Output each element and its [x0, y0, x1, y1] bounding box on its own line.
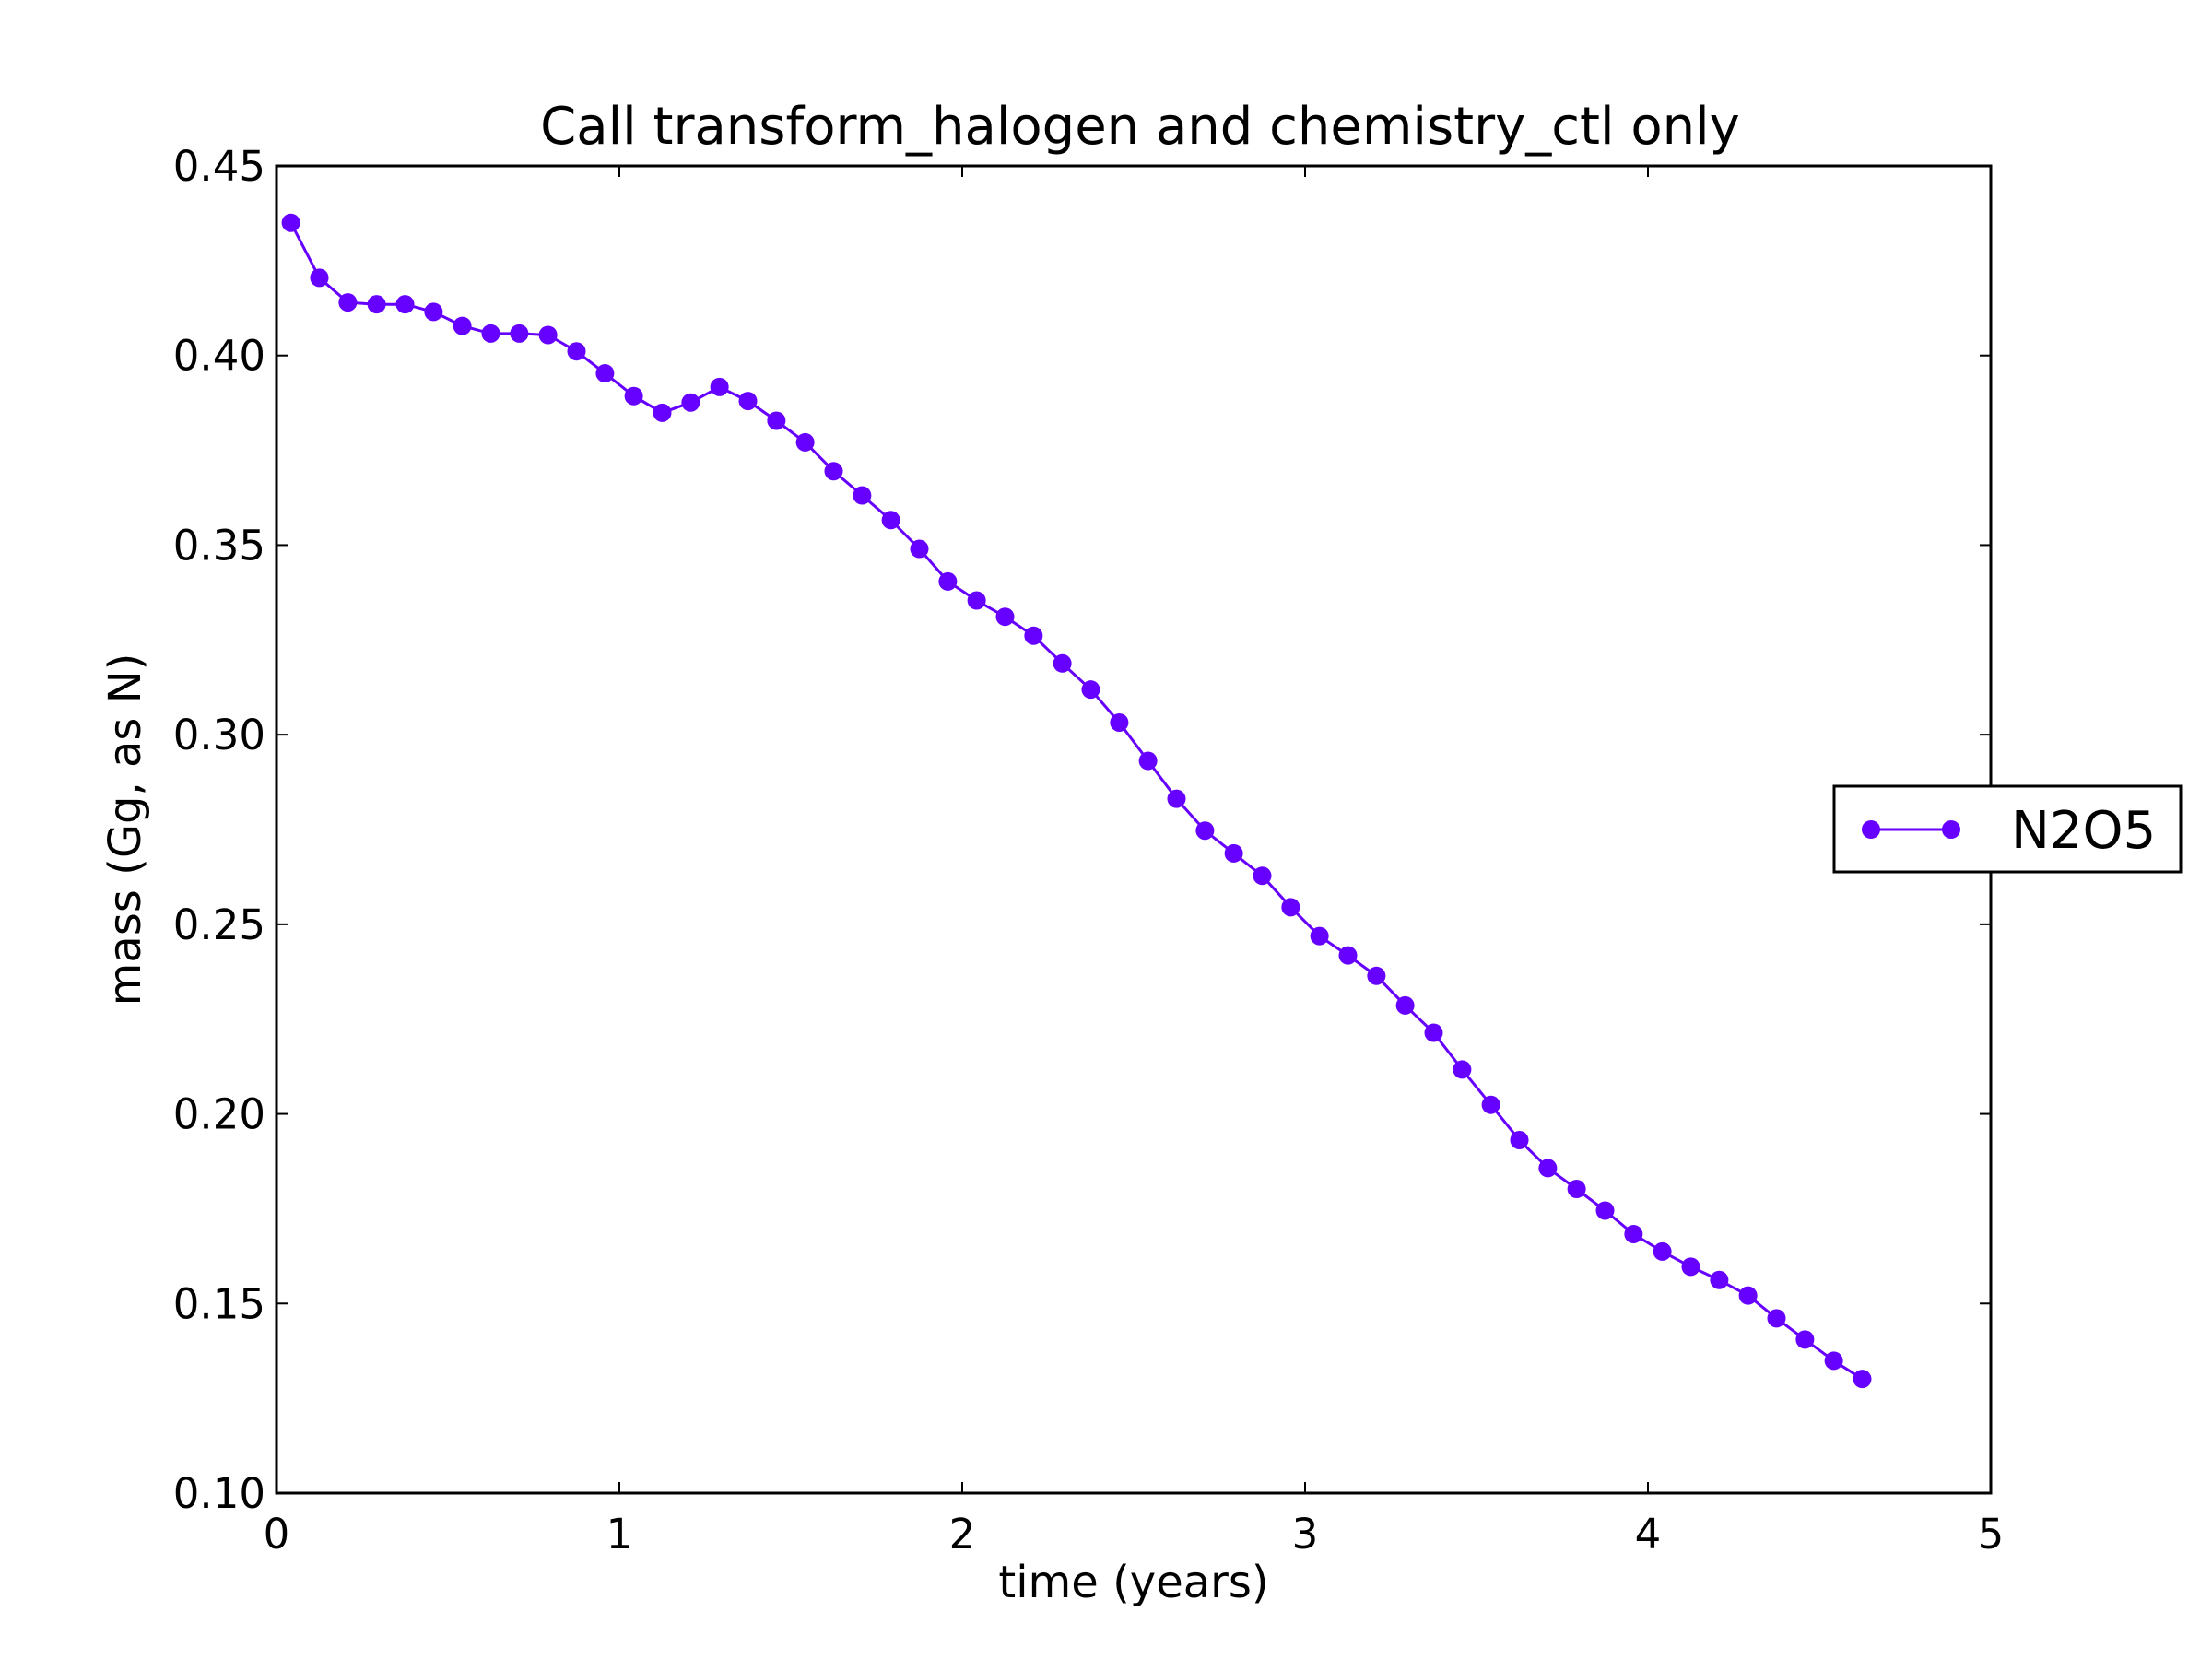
data-point	[1795, 1330, 1815, 1349]
data-point	[767, 411, 786, 430]
y-tick-label: 0.35	[173, 521, 265, 570]
data-point	[1595, 1201, 1615, 1220]
y-tick-label: 0.20	[173, 1090, 265, 1139]
data-point	[281, 213, 300, 232]
data-point	[1453, 1060, 1472, 1079]
data-point	[853, 486, 872, 505]
data-point	[824, 462, 843, 481]
data-point	[1167, 789, 1186, 808]
data-point	[481, 324, 500, 343]
data-point	[1081, 680, 1100, 700]
data-point	[1338, 946, 1358, 965]
data-point	[1253, 866, 1272, 886]
data-point	[1738, 1286, 1758, 1305]
data-point	[795, 432, 815, 452]
y-axis-label: mass (Gg, as N)	[100, 653, 151, 1006]
data-point	[510, 324, 529, 343]
x-axis-label: time (years)	[998, 1557, 1268, 1608]
plot-area	[281, 213, 1872, 1389]
y-tick-label: 0.15	[173, 1279, 265, 1328]
data-point	[1024, 626, 1043, 645]
y-tick-label: 0.30	[173, 711, 265, 759]
data-point	[1110, 712, 1129, 732]
data-point	[1510, 1130, 1529, 1149]
data-point	[367, 295, 386, 314]
data-point	[710, 377, 729, 396]
data-point	[738, 392, 758, 411]
data-point	[1310, 926, 1329, 946]
data-point	[1395, 995, 1415, 1015]
data-point	[1538, 1159, 1558, 1178]
data-point	[1653, 1241, 1672, 1261]
y-tick-label: 0.25	[173, 900, 265, 949]
legend-marker	[1942, 820, 1960, 839]
data-point	[395, 295, 415, 314]
x-tick-label: 2	[949, 1510, 976, 1559]
data-point	[1767, 1309, 1786, 1328]
y-tick-label: 0.10	[173, 1469, 265, 1518]
data-point	[1424, 1023, 1443, 1042]
data-point	[1195, 821, 1215, 841]
legend-label: N2O5	[2011, 801, 2156, 861]
data-point	[938, 571, 958, 591]
data-point	[1624, 1224, 1643, 1243]
x-tick-label: 5	[1978, 1510, 2005, 1559]
data-point	[1824, 1351, 1843, 1371]
data-point	[653, 403, 672, 422]
data-point	[1710, 1270, 1729, 1289]
legend-marker	[1862, 820, 1880, 839]
data-point	[1053, 653, 1072, 673]
data-point	[1481, 1095, 1500, 1114]
data-point	[1681, 1257, 1700, 1277]
data-point	[624, 386, 643, 406]
y-tick-label: 0.40	[173, 332, 265, 381]
data-point	[567, 342, 586, 361]
data-point	[995, 607, 1015, 627]
data-point	[967, 591, 986, 610]
data-point	[681, 393, 700, 412]
plot-frame	[275, 164, 1993, 1495]
data-point	[1367, 966, 1386, 985]
data-point	[910, 539, 929, 559]
x-tick-label: 4	[1635, 1510, 1662, 1559]
data-point	[538, 325, 558, 345]
x-tick-label: 3	[1292, 1510, 1319, 1559]
y-axis: 0.10 0.15 0.20 0.25 0.30 0.35 0.40 0.45	[173, 142, 1991, 1518]
data-point	[338, 293, 358, 312]
chart-title: Call transform_halogen and chemistry_ctl…	[540, 97, 1740, 157]
data-point	[1224, 843, 1243, 863]
y-tick-label: 0.45	[173, 142, 265, 191]
data-point	[1138, 751, 1158, 771]
x-tick-label: 0	[264, 1510, 290, 1559]
data-point	[1853, 1370, 1872, 1389]
x-tick-label: 1	[606, 1510, 633, 1559]
data-point	[595, 364, 615, 383]
data-point	[1567, 1180, 1586, 1199]
x-axis: 0 1 2 3 4 5	[264, 166, 2005, 1559]
data-point	[1281, 898, 1300, 917]
data-point	[310, 268, 329, 288]
series-line	[289, 222, 1864, 1381]
data-point	[424, 302, 443, 322]
legend: N2O5	[1832, 784, 2183, 874]
data-point	[881, 511, 900, 530]
data-point	[453, 316, 472, 335]
